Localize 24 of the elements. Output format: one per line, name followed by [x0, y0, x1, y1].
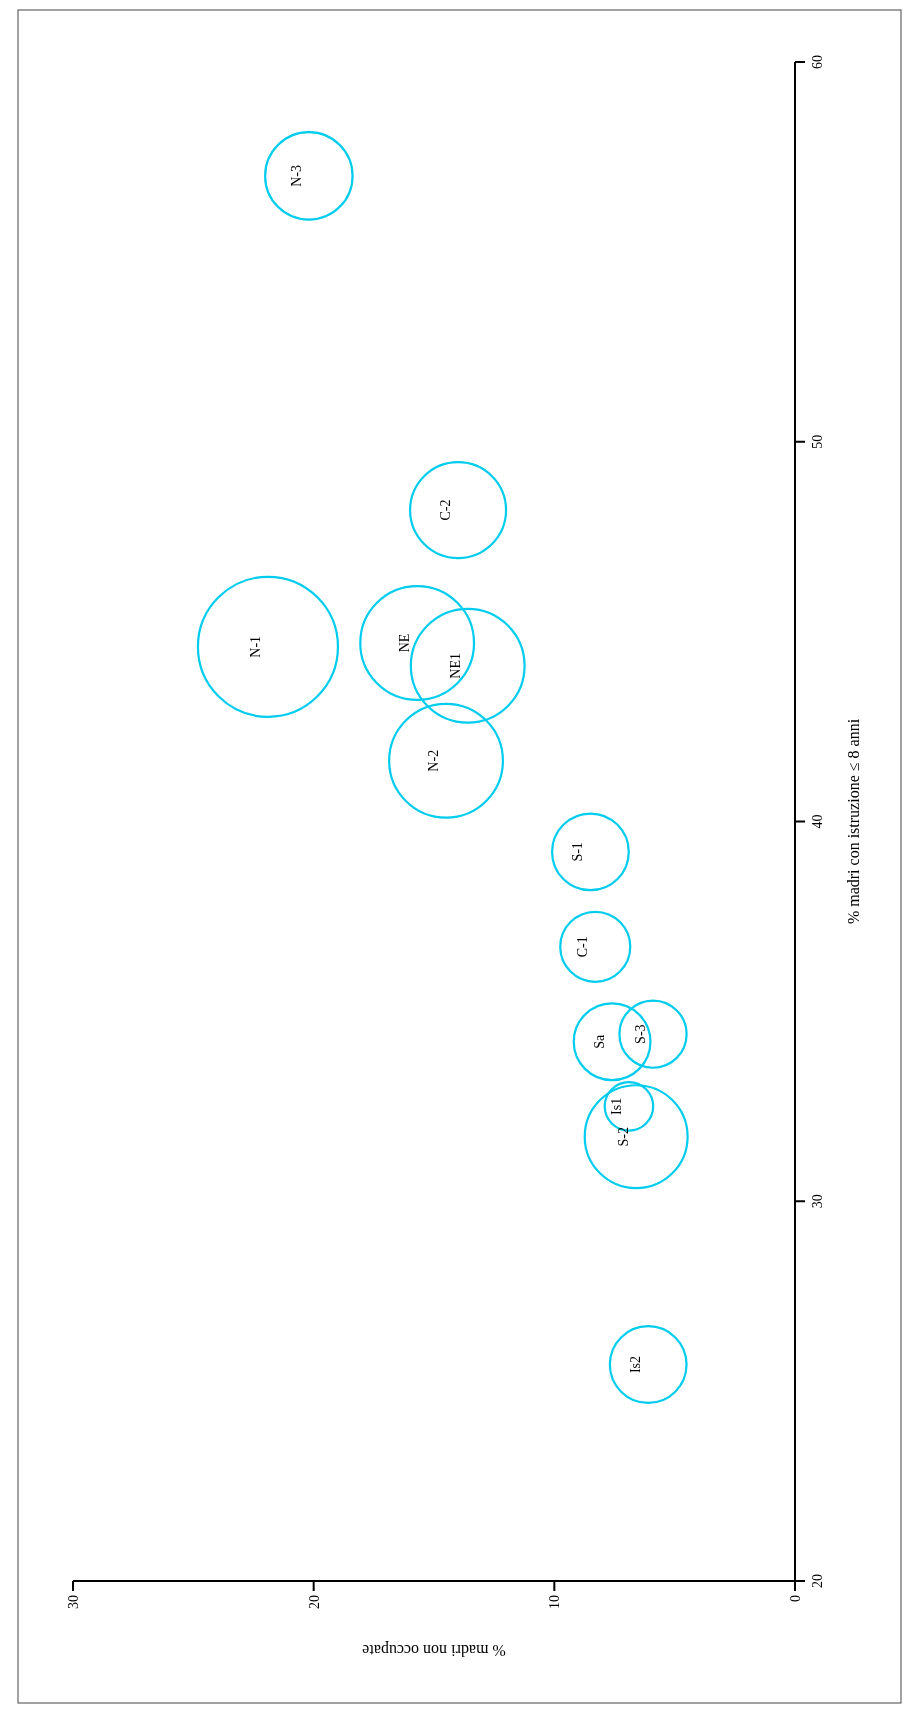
x-tick-label: 30	[65, 1595, 81, 1609]
annotation: N-3	[288, 165, 304, 187]
y-tick-label: 60	[809, 55, 825, 69]
annotation: N-2	[425, 749, 441, 772]
y-tick-label: 30	[809, 1194, 825, 1209]
x-axis-title: % madri non occupate	[362, 1641, 506, 1660]
annotation: NE1	[447, 652, 463, 679]
annotation: Is2	[628, 1355, 644, 1374]
x-tick-label: 0	[787, 1595, 803, 1602]
annotation: S-3	[632, 1024, 648, 1044]
y-tick-label: 20	[809, 1574, 825, 1588]
y-tick-label: 50	[809, 434, 825, 449]
annotation: C-1	[575, 936, 591, 958]
annotation: NE	[397, 633, 413, 653]
annotation: S-1	[570, 842, 586, 862]
x-tick-label: 20	[306, 1595, 322, 1609]
y-tick-label: 40	[809, 814, 825, 829]
x-tick-label: 10	[547, 1595, 563, 1609]
y-axis-title: % madri con istruzione ≤ 8 anni	[844, 718, 862, 925]
annotation: C-2	[437, 499, 453, 521]
annotation: Sa	[591, 1033, 607, 1049]
annotation: S-2	[616, 1126, 632, 1147]
annotation: Is1	[608, 1097, 624, 1115]
annotation: N-1	[247, 635, 263, 658]
